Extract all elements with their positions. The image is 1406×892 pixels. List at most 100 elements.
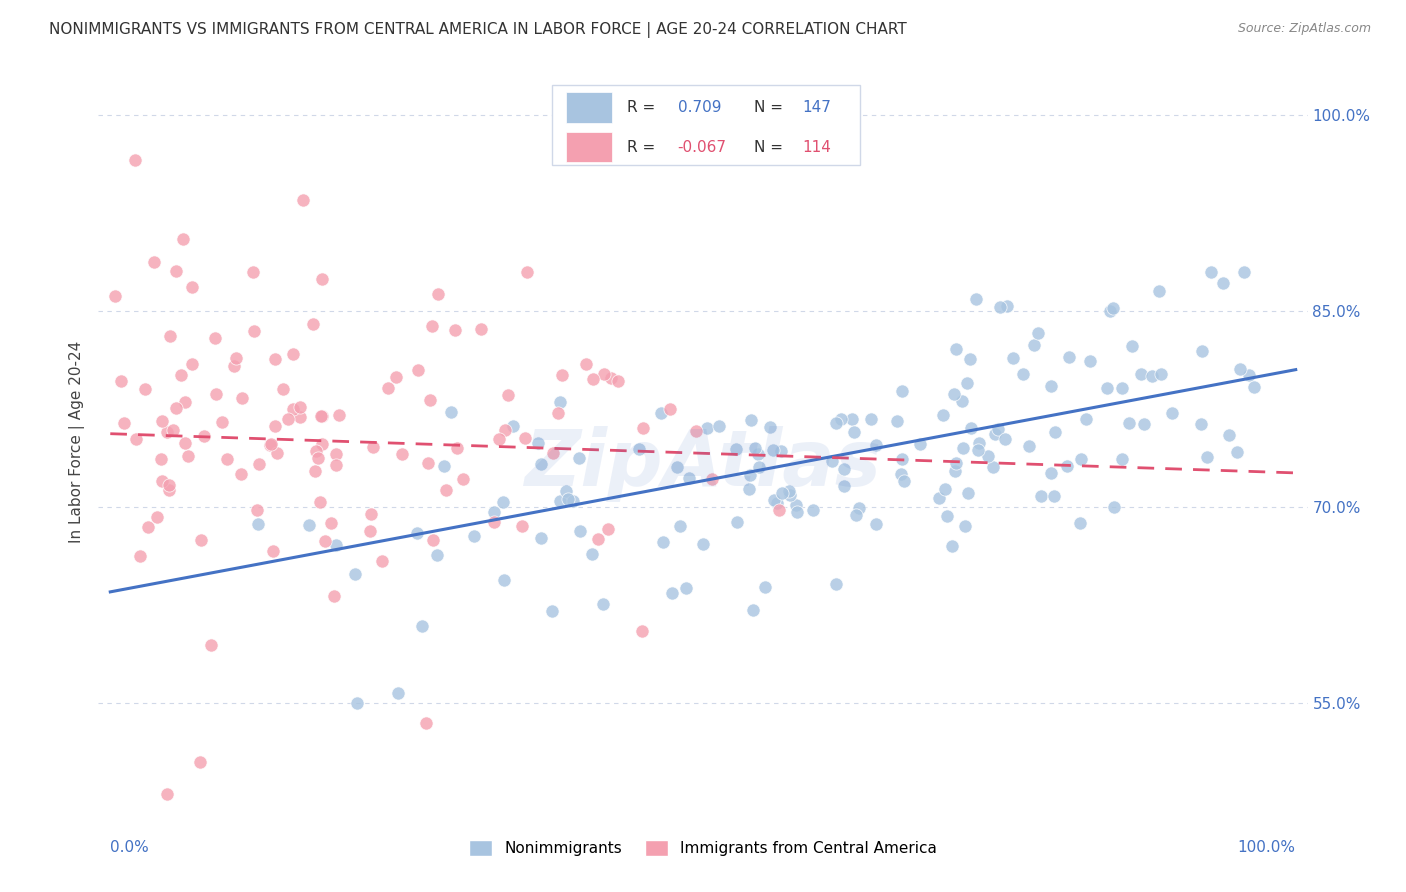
Point — [1074, 411, 1097, 425]
Point — [942, 386, 965, 401]
Point — [785, 498, 807, 512]
Point — [433, 459, 456, 474]
Point — [110, 375, 132, 389]
Point — [1147, 284, 1170, 298]
Point — [891, 384, 914, 398]
Point — [995, 299, 1018, 313]
Point — [821, 453, 844, 467]
Point — [568, 451, 591, 466]
Point — [959, 420, 981, 434]
Point — [547, 406, 569, 420]
Point — [1195, 450, 1218, 464]
Point — [325, 458, 347, 472]
Point — [371, 554, 394, 568]
Point — [526, 436, 548, 450]
Text: 147: 147 — [803, 100, 831, 115]
Point — [211, 415, 233, 429]
Point — [406, 363, 429, 377]
Point — [725, 516, 748, 530]
Point — [778, 483, 800, 498]
Point — [492, 495, 515, 509]
Point — [1229, 361, 1251, 376]
Point — [288, 409, 311, 424]
Point — [747, 447, 769, 461]
Point — [754, 580, 776, 594]
Point — [575, 357, 598, 371]
Point — [1097, 381, 1119, 395]
Point — [1059, 351, 1081, 365]
Point — [941, 539, 963, 553]
Text: ZipAtlas: ZipAtlas — [524, 426, 882, 502]
Point — [1111, 452, 1133, 467]
Point — [669, 519, 692, 533]
Point — [1011, 367, 1033, 381]
Point — [740, 413, 762, 427]
Point — [890, 467, 912, 482]
Point — [1111, 381, 1133, 395]
Point — [181, 357, 204, 371]
Point — [541, 446, 564, 460]
Point — [934, 483, 956, 497]
Point — [156, 425, 179, 439]
Point — [150, 451, 173, 466]
Point — [769, 444, 792, 458]
Point — [422, 533, 444, 547]
Point — [260, 436, 283, 450]
Point — [165, 401, 187, 416]
Point — [492, 574, 515, 588]
Point — [309, 409, 332, 423]
Point — [262, 544, 284, 558]
Text: 0.0%: 0.0% — [110, 840, 149, 855]
Point — [444, 323, 467, 337]
Point — [628, 442, 651, 456]
Point — [515, 431, 537, 445]
Point — [463, 529, 485, 543]
Point — [1078, 353, 1101, 368]
Point — [172, 232, 194, 246]
Point — [1218, 428, 1240, 442]
Point — [1028, 326, 1050, 340]
Point — [311, 437, 333, 451]
Point — [848, 501, 870, 516]
Point — [387, 686, 409, 700]
Point — [762, 442, 785, 457]
Point — [1029, 489, 1052, 503]
Point — [200, 638, 222, 652]
Point — [346, 696, 368, 710]
Point — [692, 537, 714, 551]
Point — [136, 520, 159, 534]
Point — [977, 449, 1000, 463]
Point — [548, 494, 571, 508]
Point — [1039, 379, 1062, 393]
Point — [984, 426, 1007, 441]
Point — [188, 755, 211, 769]
Point — [832, 479, 855, 493]
Point — [319, 516, 342, 531]
Point — [440, 405, 463, 419]
Point — [1150, 367, 1173, 381]
Point — [325, 447, 347, 461]
Point — [845, 508, 868, 523]
Point — [959, 351, 981, 366]
Point — [271, 382, 294, 396]
Point — [281, 402, 304, 417]
Point — [259, 438, 281, 452]
Point — [420, 319, 443, 334]
Point — [1043, 425, 1066, 439]
Point — [586, 533, 609, 547]
Point — [322, 589, 344, 603]
Text: R =: R = — [627, 140, 655, 155]
Point — [134, 382, 156, 396]
Point — [678, 471, 700, 485]
Point — [359, 524, 381, 538]
Text: 100.0%: 100.0% — [1237, 840, 1296, 855]
Point — [411, 619, 433, 633]
Point — [157, 478, 180, 492]
Point — [498, 387, 520, 401]
Point — [193, 428, 215, 442]
Point — [204, 331, 226, 345]
Point — [360, 507, 382, 521]
Point — [1022, 338, 1045, 352]
Point — [650, 406, 672, 420]
Point — [494, 423, 516, 437]
